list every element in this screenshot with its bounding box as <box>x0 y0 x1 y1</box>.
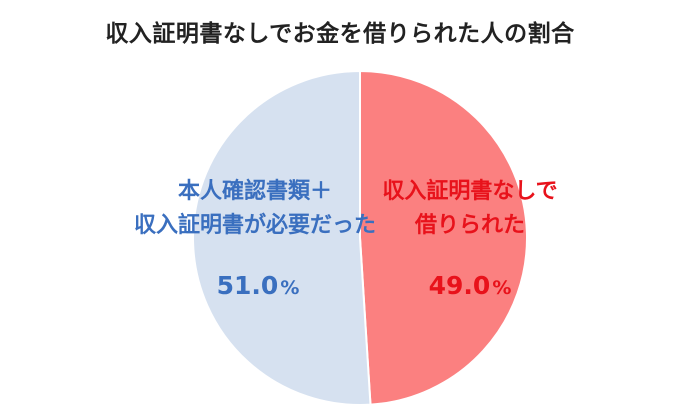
slice-label-line: 借りられた <box>414 213 525 238</box>
pie-slice-2 <box>192 69 372 406</box>
slice-label-2: 本人確認書類＋ 収入証明書が必要だった <box>134 178 376 238</box>
chart-title: 収入証明書なしでお金を借りられた人の割合 <box>105 21 575 47</box>
slice-label-line: 収入証明書なしで <box>382 178 557 204</box>
slice-label-line: 本人確認書類＋ <box>178 178 332 204</box>
slice-value-1: 49.0% <box>429 271 512 300</box>
pie-slice-1 <box>359 69 528 406</box>
slice-label-line: 収入証明書が必要だった <box>134 212 376 238</box>
slice-label-1: 収入証明書なしで借りられた <box>382 178 557 238</box>
slice-value-2: 51.0% <box>217 271 300 300</box>
